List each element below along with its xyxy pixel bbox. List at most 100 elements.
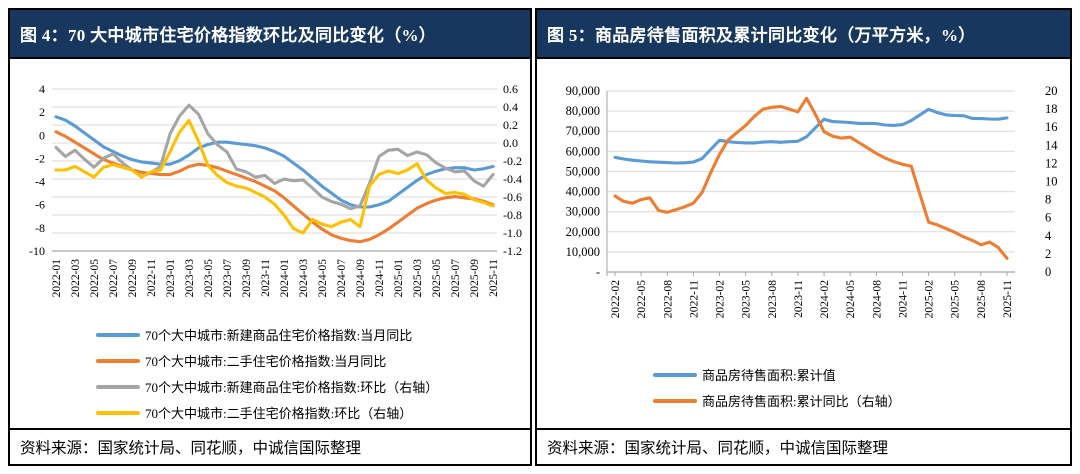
left-axis-label: 80,000 [566, 104, 600, 118]
series-line-1 [613, 96, 1009, 260]
left-axis-label: 40,000 [566, 185, 600, 199]
right-axis-label: 12 [1045, 156, 1058, 170]
right-axis-label: 20 [1045, 84, 1058, 98]
x-axis-label: 2022-09 [127, 259, 139, 298]
x-axis-label: 2024-09 [355, 259, 367, 298]
figure-4-line-chart: 4 2 0 -2 -4 -6 -8 -10 0.6 0.4 0.2 0.0 -0.2 -0.4 -0.6 -0… [29, 82, 522, 298]
left-axis-label: -8 [35, 221, 45, 235]
x-axis-label: 2025-11 [1002, 280, 1014, 318]
x-axis-label: 2022-05 [89, 259, 101, 298]
x-axis-label: 2024-03 [298, 259, 310, 298]
legend-line-swatch [96, 384, 140, 389]
x-axis-label: 2023-08 [767, 280, 779, 319]
right-axis-label: 4 [1045, 229, 1052, 243]
x-axis-label: 2025-01 [393, 259, 405, 298]
legend-line-swatch [653, 398, 697, 403]
right-axis-label: 0.4 [503, 100, 518, 114]
right-axis-label: -0.8 [503, 208, 522, 222]
legend-label: 70个大中城市:新建商品住宅价格指数:环比（右轴） [145, 380, 439, 395]
left-axis-label: -10 [29, 244, 45, 258]
figure-4-header: 图 4：70 大中城市住宅价格指数环比及同比变化（%） [10, 10, 530, 59]
figure-4-chart-area: 4 2 0 -2 -4 -6 -8 -10 0.6 0.4 0.2 0.0 -0.2 -0.4 -0.6 -0… [10, 59, 530, 428]
legend-label: 商品房待售面积:累计值 [702, 368, 836, 383]
left-axis-label: 90,000 [566, 84, 600, 98]
right-axis-label: 0.6 [503, 82, 518, 96]
legend-line-swatch [96, 358, 140, 363]
x-axis-label: 2024-02 [819, 280, 831, 319]
figure-4-legend: 70个大中城市:新建商品住宅价格指数:当月同比 70个大中城市:二手住宅价格指数:… [96, 325, 438, 428]
x-axis-label: 2025-03 [412, 259, 424, 298]
x-axis-label: 2025-02 [924, 280, 936, 319]
legend-item: 商品房待售面积:累计值 [653, 365, 901, 384]
x-axis-label: 2024-11 [374, 259, 386, 297]
x-axis-label: 2023-05 [203, 259, 215, 298]
panel-figure-4: 图 4：70 大中城市住宅价格指数环比及同比变化（%） 4 2 0 -2 -4 -6 -8 -… [8, 8, 532, 466]
left-axis-label: - [596, 265, 600, 279]
figure-5-legend: 商品房待售面积:累计值商品房待售面积:累计同比（右轴） [653, 365, 901, 417]
figure-4-source-text: 资料来源：国家统计局、同花顺，中诚信国际整理 [20, 440, 362, 457]
legend-label: 商品房待售面积:累计同比（右轴） [702, 394, 901, 409]
x-axis-label: 2025-08 [976, 280, 988, 319]
right-axis-label: 0.0 [503, 136, 518, 150]
figure-5-header: 图 5：商品房待售面积及累计同比变化（万平方米，%） [537, 10, 1070, 59]
x-axis-label: 2024-05 [845, 280, 857, 319]
right-axis-label: 14 [1045, 138, 1058, 152]
figure-5-line-chart: 90,000 80,000 70,000 60,000 50,000 40,000 30,0… [566, 84, 1059, 319]
left-axis-label: 50,000 [566, 164, 600, 178]
legend-item: 70个大中城市:新建商品住宅价格指数:当月同比 [96, 325, 438, 344]
series-line-3 [54, 118, 495, 235]
x-axis-label: 2023-07 [222, 259, 234, 298]
right-axis-label: 6 [1045, 211, 1051, 225]
figure-5-source-text: 资料来源：国家统计局、同花顺，中诚信国际整理 [547, 440, 889, 457]
right-axis-label: 0.2 [503, 118, 518, 132]
x-axis-label: 2025-05 [431, 259, 443, 298]
left-axis-label: 70,000 [566, 124, 600, 138]
right-axis-label: -0.6 [503, 190, 522, 204]
legend-label: 70个大中城市:新建商品住宅价格指数:当月同比 [145, 328, 413, 343]
legend-line-swatch [653, 372, 697, 377]
right-axis-label: 10 [1045, 175, 1058, 189]
right-axis-label: -1.2 [503, 244, 522, 258]
figure-4-title: 图 4：70 大中城市住宅价格指数环比及同比变化（%） [20, 26, 437, 45]
right-axis-label: 0 [1045, 265, 1051, 279]
right-axis-label: -0.4 [503, 172, 522, 186]
x-axis-label: 2023-11 [793, 280, 805, 318]
left-axis-label: 30,000 [566, 205, 600, 219]
left-axis-label: 4 [39, 82, 45, 96]
x-axis-label: 2024-05 [317, 259, 329, 298]
legend-item: 商品房待售面积:累计同比（右轴） [653, 391, 901, 410]
x-axis-label: 2022-02 [610, 280, 622, 319]
x-axis-label: 2025-11 [488, 259, 500, 297]
series-line-0 [613, 107, 1009, 165]
x-axis-label: 2025-09 [469, 259, 481, 298]
x-axis-label: 2022-01 [51, 259, 63, 298]
x-axis-label: 2022-11 [146, 259, 158, 297]
series-line-1 [54, 130, 495, 244]
x-axis-label: 2022-07 [108, 259, 120, 298]
x-axis-label: 2023-05 [741, 280, 753, 319]
figure-5-title: 图 5：商品房待售面积及累计同比变化（万平方米，%） [547, 26, 976, 45]
figure-4-source-row: 资料来源：国家统计局、同花顺，中诚信国际整理 [10, 428, 530, 464]
left-axis-label: -2 [35, 151, 45, 165]
x-axis-label: 2023-01 [165, 259, 177, 298]
x-axis-label: 2025-07 [450, 259, 462, 298]
left-axis-label: 0 [39, 128, 45, 142]
left-axis-label: 60,000 [566, 144, 600, 158]
legend-label: 70个大中城市:二手住宅价格指数:当月同比 [145, 354, 387, 369]
x-axis-label: 2024-07 [336, 259, 348, 298]
x-axis-label: 2024-11 [897, 280, 909, 318]
figure-5-chart-area: 90,000 80,000 70,000 60,000 50,000 40,000 30,0… [537, 59, 1070, 428]
x-axis-label: 2025-05 [950, 280, 962, 319]
right-axis-label: 2 [1045, 247, 1051, 261]
series-line-0 [54, 115, 495, 209]
x-axis-label: 2022-08 [662, 280, 674, 319]
legend-item: 70个大中城市:二手住宅价格指数:环比（右轴） [96, 403, 438, 422]
panel-figure-5: 图 5：商品房待售面积及累计同比变化（万平方米，%） 90,000 80,000 7… [535, 8, 1072, 466]
x-axis-label: 2023-11 [260, 259, 272, 297]
figure-table: 图 4：70 大中城市住宅价格指数环比及同比变化（%） 4 2 0 -2 -4 -6 -8-… [8, 8, 1072, 466]
left-axis-label: 10,000 [566, 245, 600, 259]
right-axis-label: 8 [1045, 193, 1051, 207]
x-axis-label: 2022-03 [70, 259, 82, 298]
right-axis-label: 16 [1045, 120, 1058, 134]
